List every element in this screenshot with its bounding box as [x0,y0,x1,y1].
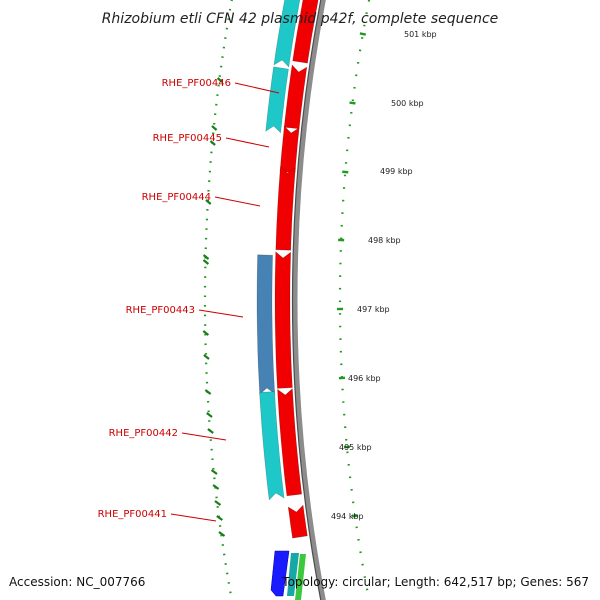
label-leader-line [225,137,270,148]
forward-gene-rhe-pf00441 [287,504,308,539]
kbp-label-496: 496 kbp [348,374,381,383]
label-leader-line [214,196,261,207]
gene-mark [212,484,220,490]
gene-mark [218,531,226,537]
gene-label-rhe-pf00441: RHE_PF00441 [98,509,167,520]
gene-label-rhe-pf00444: RHE_PF00444 [142,192,211,203]
reverse-gene-rhe-pf00442 [259,391,285,501]
kbp-label-499: 499 kbp [380,167,413,176]
gene-mark [216,77,223,83]
forward-gene-rhe-pf00443 [274,251,293,389]
bottom-features [270,550,306,600]
bottom-green-gene [295,554,306,600]
gene-mark [205,199,212,205]
gene-mark [203,354,210,360]
accession-text: Accession: NC_007766 [9,575,145,589]
label-leader-line [234,82,280,94]
gene-label-rhe-pf00445: RHE_PF00445 [153,133,222,144]
gene-label-rhe-pf00442: RHE_PF00442 [109,428,178,439]
gene-mark [214,500,222,506]
forward-gene-top [292,0,319,64]
map-title: Rhizobium etli CFN 42 plasmid p42f, comp… [102,11,499,27]
genes [256,0,319,539]
gene-label-rhe-pf00443: RHE_PF00443 [126,305,195,316]
kbp-label-498: 498 kbp [368,236,401,245]
gene-labels: RHE_PF00446 RHE_PF00445 RHE_PF00444 RHE_… [98,78,231,520]
kbp-label-494: 494 kbp [331,512,364,521]
topology-summary-text: Topology: circular; Length: 642,517 bp; … [281,575,589,589]
gene-mark [206,412,213,418]
label-leader-line [181,432,227,441]
kbp-labels: 501 kbp 500 kbp 499 kbp 498 kbp 497 kbp … [331,30,437,521]
reverse-gene-top [273,0,301,68]
gene-mark [211,125,218,131]
kbp-tick [349,101,356,105]
label-leaders [170,82,280,522]
gene-mark [209,140,216,146]
outer-dotted-ring [338,0,371,600]
inner-dotted-ring [203,0,233,600]
gene-mark [210,469,218,475]
kbp-label-497: 497 kbp [357,305,390,314]
label-leader-line [198,309,244,318]
gene-mark [202,254,210,260]
kbp-tick [343,445,351,449]
kbp-label-500: 500 kbp [391,99,424,108]
gene-label-rhe-pf00446: RHE_PF00446 [162,78,231,89]
kbp-label-495: 495 kbp [339,443,372,452]
forward-gene-rhe-pf00445 [279,125,300,173]
gene-mark [207,428,214,434]
kbp-tick [351,514,359,518]
reverse-gene-rhe-pf00443 [256,254,276,396]
gene-mark [202,259,210,265]
bottom-blue-gene [270,550,290,597]
plasmid-backbone-edge [291,0,322,600]
gene-mark [216,515,223,521]
bottom-teal-gene [287,553,299,596]
gene-mark [204,389,212,395]
plasmid-backbone [292,0,326,600]
reverse-gene-rhe-pf00446 [265,66,289,134]
forward-gene-rhe-pf00442 [277,387,303,497]
forward-gene-rhe-pf00446 [283,64,308,130]
gene-marks [202,32,367,537]
kbp-tick [359,32,367,36]
kbp-label-501: 501 kbp [404,30,437,39]
forward-gene-rhe-pf00444 [275,165,296,251]
label-leader-line [170,513,217,522]
gene-mark [202,330,210,336]
